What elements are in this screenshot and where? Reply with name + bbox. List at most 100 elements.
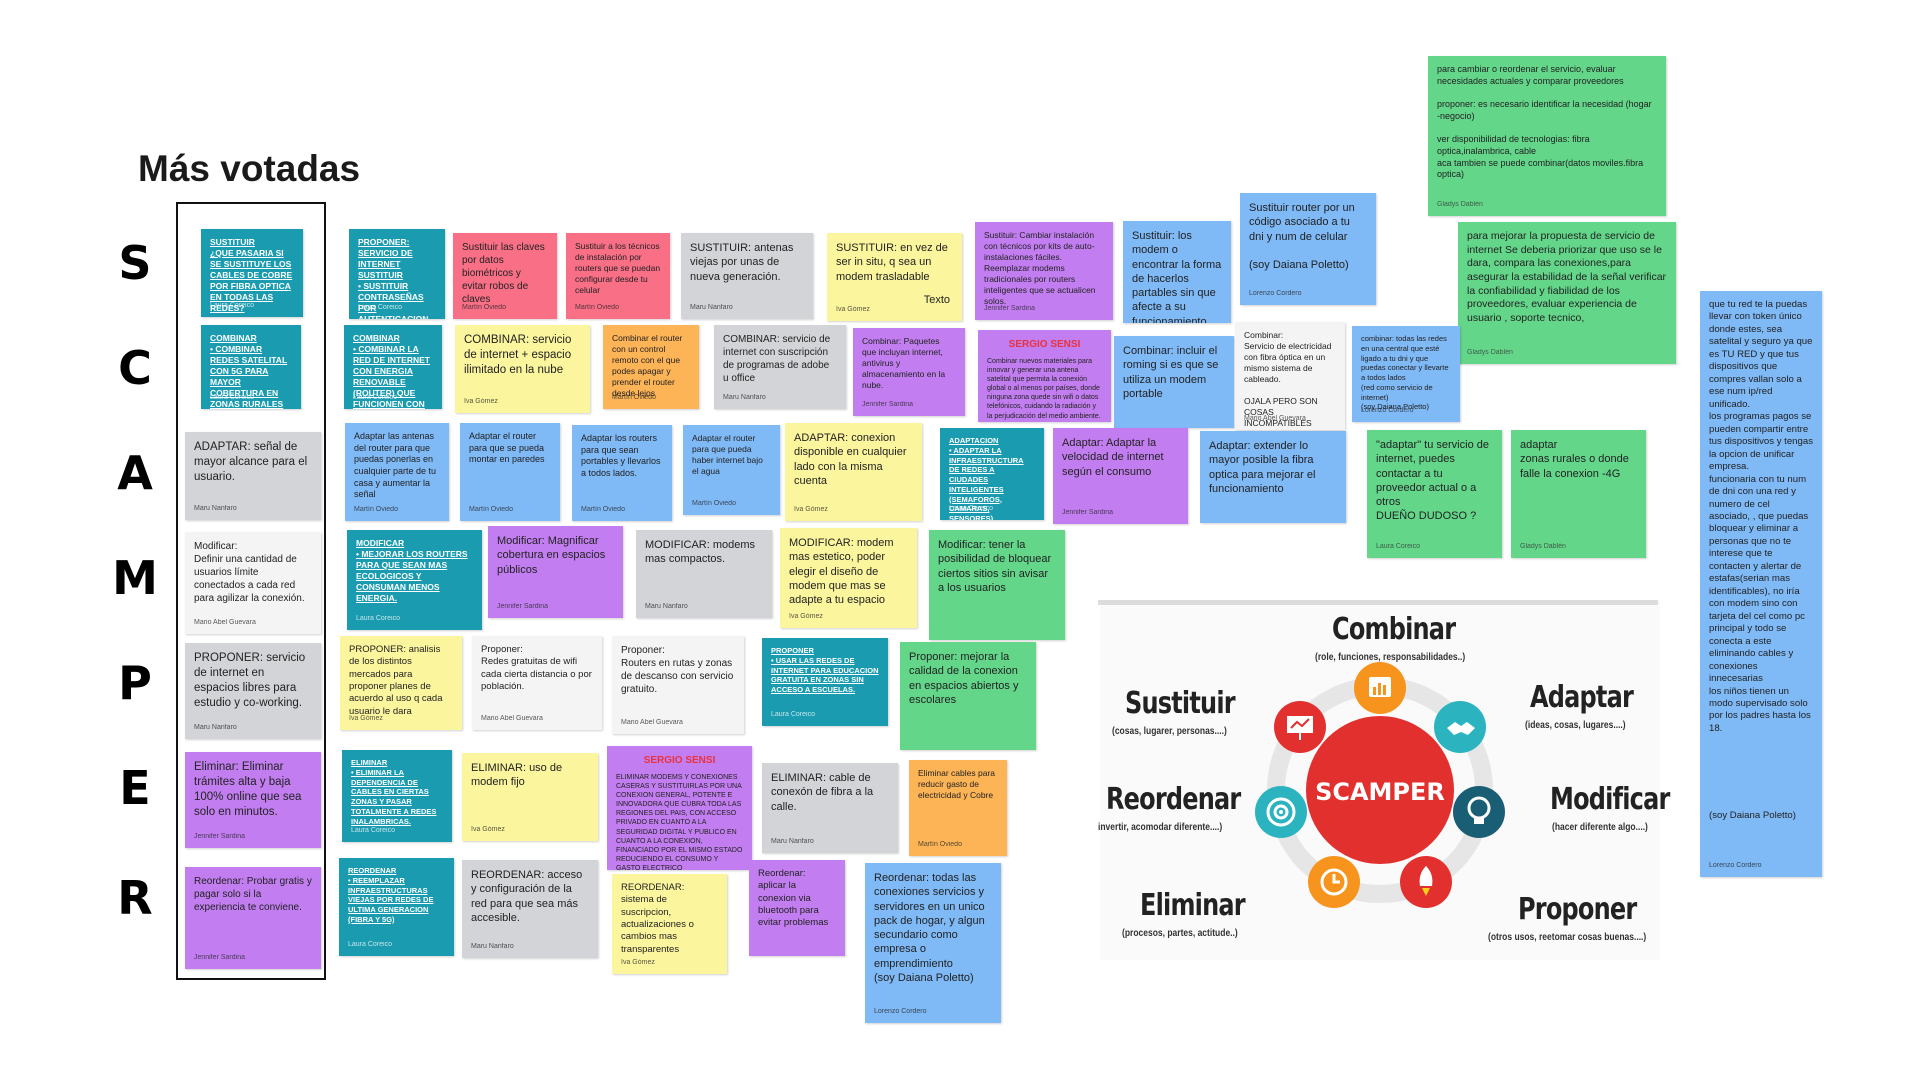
note-author: Maru Nanfaro	[771, 837, 814, 845]
sticky-note[interactable]: Adaptar el router para que se pueda mont…	[460, 423, 560, 521]
sticky-note[interactable]: Combinar el router con un control remoto…	[603, 325, 699, 409]
sticky-note-most-voted-sustituir[interactable]: SUSTITUIR ¿QUE PASARIA SI SE SUSTITUYE L…	[201, 229, 303, 317]
handshake-icon	[1447, 722, 1475, 735]
sticky-note[interactable]: SUSTITUIR: antenas viejas por unas de nu…	[681, 233, 813, 319]
sticky-note[interactable]: Adaptar los routers para que sean portab…	[572, 425, 672, 521]
sticky-note[interactable]: ELIMINAR • ELIMINAR LA DEPENDENCIA DE CA…	[342, 750, 452, 842]
sticky-note-most-voted-reordenar[interactable]: Reordenar: Probar gratis y pagar solo si…	[185, 867, 321, 969]
note-author: Jennifer Sardina	[194, 832, 245, 840]
sticky-note[interactable]: Modificar: tener la posibilidad de bloqu…	[929, 530, 1065, 640]
sticky-note[interactable]: Adaptar el router para que pueda haber i…	[683, 425, 780, 515]
sticky-note[interactable]: Proponer: Redes gratuitas de wifi cada c…	[472, 636, 602, 730]
note-text: Sustituir: los modem o encontrar la form…	[1132, 230, 1222, 323]
note-text: Adaptar los routers para que sean portab…	[581, 433, 661, 479]
note-author: Mario Abel Guevara	[194, 618, 256, 626]
note-text: Reordenar: Probar gratis y pagar solo si…	[194, 876, 312, 913]
sticky-note[interactable]: Sustituir: los modem o encontrar la form…	[1123, 221, 1231, 323]
sticky-note[interactable]: Adaptar: Adaptar la velocidad de interne…	[1053, 428, 1188, 524]
note-text: SUSTITUIR ¿QUE PASARIA SI SE SUSTITUYE L…	[210, 237, 293, 314]
note-author: Iva Gómez	[621, 958, 655, 966]
note-text: combinar: todas las redes en una central…	[1361, 334, 1449, 412]
sticky-note[interactable]: COMBINAR: servicio de internet + espacio…	[455, 325, 590, 413]
note-text: Combinar: incluir el roming si es que se…	[1123, 345, 1219, 400]
chart-icon	[1369, 677, 1391, 697]
note-author: Mario Abel Guevara	[481, 714, 543, 722]
lightbulb-icon	[1467, 796, 1491, 824]
note-text: MODIFICAR: modems mas compactos.	[645, 539, 756, 566]
sticky-note[interactable]: COMBINAR: servicio de internet con suscr…	[714, 325, 846, 409]
sticky-note[interactable]: MODIFICAR: modem mas estetico, poder ele…	[780, 528, 917, 628]
sticky-note[interactable]: Proponer: mejorar la calidad de la conex…	[900, 642, 1036, 750]
note-text: que tu red te la puedas llevar con token…	[1709, 299, 1813, 822]
sticky-note[interactable]: REORDENAR • REEMPLAZAR INFRAESTRUCTURAS …	[339, 858, 454, 956]
sticky-note[interactable]: ELIMINAR: cable de conexón de fibra a la…	[762, 763, 898, 853]
letter-m: M	[112, 551, 158, 605]
letter-p: P	[118, 656, 152, 710]
note-text: para mejorar la propuesta de servicio de…	[1467, 230, 1667, 324]
sticky-note[interactable]: REORDENAR: sistema de suscripcion, actua…	[612, 874, 727, 974]
letter-s: S	[118, 236, 152, 290]
diagram-sub-adaptar: (ideas, cosas, lugares....)	[1525, 720, 1626, 731]
note-text: ELIMINAR MODEMS Y CONEXIONES CASERAS Y S…	[616, 774, 743, 870]
sticky-note-most-voted-adaptar[interactable]: ADAPTAR: señal de mayor alcance para el …	[185, 432, 321, 520]
sticky-note[interactable]: Eliminar cables para reducir gasto de el…	[909, 760, 1007, 856]
rocket-icon	[1419, 866, 1433, 896]
sticky-note[interactable]: Reordenar: aplicar la conexion via bluet…	[749, 860, 845, 956]
diagram-label-combinar: Combinar	[1332, 612, 1456, 647]
letter-e: E	[119, 761, 151, 815]
sticky-note[interactable]: Sustituir: Cambiar instalación con técni…	[975, 222, 1113, 320]
note-text: Reordenar: aplicar la conexion via bluet…	[758, 868, 829, 929]
sticky-note[interactable]: PROPONER • USAR LAS REDES DE INTERNET PA…	[762, 638, 888, 726]
note-text: Sustituir: Cambiar instalación con técni…	[984, 230, 1096, 307]
sticky-note[interactable]: PROPONER: analisis de los distintos merc…	[340, 636, 462, 730]
sticky-note[interactable]: SERGIO SENSI Combinar nuevos materiales p…	[978, 330, 1111, 422]
note-text: MODIFICAR • MEJORAR LOS ROUTERS PARA QUE…	[356, 538, 468, 604]
sticky-note[interactable]: Adaptar las antenas del router para que …	[345, 423, 449, 521]
note-text: Combinar el router con un control remoto…	[612, 333, 683, 399]
diagram-label-sustituir: Sustituir	[1125, 686, 1236, 721]
sticky-note-most-voted-combinar[interactable]: COMBINAR • COMBINAR REDES SATELITAL CON …	[201, 325, 301, 409]
sticky-note-most-voted-proponer[interactable]: PROPONER: servicio de internet en espaci…	[185, 643, 321, 739]
sticky-note[interactable]: Modificar: Magnificar cobertura en espac…	[488, 526, 623, 618]
sticky-note[interactable]: Sustituir router por un código asociado …	[1240, 193, 1376, 305]
diagram-sub-proponer: (otros usos, reetomar cosas buenas....)	[1488, 932, 1647, 943]
sticky-note[interactable]: que tu red te la puedas llevar con token…	[1700, 291, 1822, 877]
sticky-note[interactable]: Proponer: Routers en rutas y zonas de de…	[612, 636, 744, 734]
sticky-note[interactable]: para mejorar la propuesta de servicio de…	[1458, 222, 1676, 364]
note-author: Maru Nanfaro	[194, 504, 237, 512]
sticky-note-most-voted-eliminar[interactable]: Eliminar: Eliminar trámites alta y baja …	[185, 752, 321, 848]
sticky-note[interactable]: Sustituir las claves por datos biométric…	[453, 233, 557, 319]
diagram-label-adaptar: Adaptar	[1530, 680, 1634, 715]
note-author: Lorenzo Cordero	[1709, 861, 1762, 869]
sticky-note[interactable]: combinar: todas las redes en una central…	[1352, 326, 1460, 422]
sticky-note[interactable]: Reordenar: todas las conexiones servicio…	[865, 863, 1001, 1023]
note-text: REORDENAR: sistema de suscripcion, actua…	[621, 882, 694, 955]
sticky-note[interactable]: MODIFICAR: modems mas compactos. Maru Nan…	[636, 530, 772, 618]
sticky-note[interactable]: para cambiar o reordenar el servicio, ev…	[1428, 56, 1666, 216]
sticky-note[interactable]: COMBINAR • COMBINAR LA RED DE INTERNET C…	[344, 325, 442, 409]
note-text: PROPONER: SERVICIO DE INTERNET SUSTITUIR…	[358, 237, 428, 319]
note-author: Martín Oviedo	[354, 505, 398, 513]
sticky-note[interactable]: ADAPTACION • ADAPTAR LA INFRAESTRUCTURA …	[940, 428, 1044, 520]
sticky-note[interactable]: PROPONER: SERVICIO DE INTERNET SUSTITUIR…	[349, 229, 445, 319]
sticky-note[interactable]: SERGIO SENSI ELIMINAR MODEMS Y CONEXIONES…	[607, 746, 752, 870]
sticky-note[interactable]: ADAPTAR: conexion disponible en cualquie…	[785, 423, 922, 521]
sticky-note[interactable]: Combinar: Paquetes que incluyan internet…	[853, 328, 965, 416]
note-author: Laura Coreico	[353, 393, 397, 401]
sticky-note-most-voted-modificar[interactable]: Modificar: Definir una cantidad de usuar…	[185, 532, 321, 634]
sticky-note[interactable]: Combinar: incluir el roming si es que se…	[1114, 336, 1234, 428]
note-text: adaptar zonas rurales o donde falle la c…	[1520, 439, 1629, 480]
sticky-note[interactable]: MODIFICAR • MEJORAR LOS ROUTERS PARA QUE…	[347, 530, 482, 630]
note-text: ELIMINAR: cable de conexón de fibra a la…	[771, 772, 874, 813]
sticky-note[interactable]: Sustituir a los técnicos de instalación …	[566, 233, 670, 319]
sticky-note[interactable]: REORDENAR: acceso y configuración de la …	[462, 860, 598, 958]
sticky-note[interactable]: ELIMINAR: uso de modem fijo Iva Gómez	[462, 753, 598, 841]
sticky-note[interactable]: SUSTITUIR: en vez de ser in situ, q sea …	[827, 233, 962, 321]
sticky-note[interactable]: "adaptar" tu servicio de internet, puede…	[1367, 430, 1502, 558]
sticky-note[interactable]: Combinar: Servicio de electricidad con f…	[1235, 322, 1345, 430]
note-author: Jennifer Sardina	[194, 953, 245, 961]
note-header: SERGIO SENSI	[643, 755, 716, 766]
sticky-note[interactable]: Adaptar: extender lo mayor posible la fi…	[1200, 431, 1346, 523]
note-text: Sustituir las claves por datos biométric…	[462, 242, 545, 305]
sticky-note[interactable]: adaptar zonas rurales o donde falle la c…	[1511, 430, 1646, 558]
